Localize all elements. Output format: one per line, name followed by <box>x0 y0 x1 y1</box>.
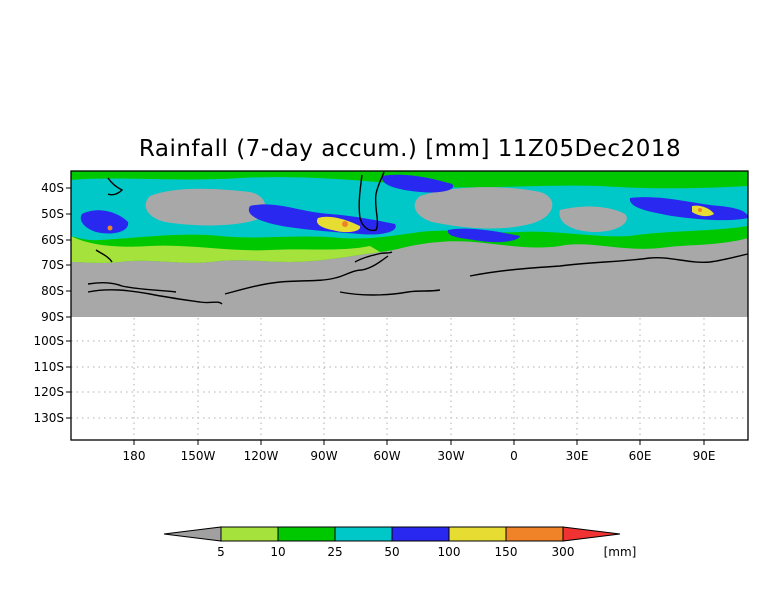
lon-label: 180 <box>123 449 146 463</box>
lon-label: 90E <box>693 449 716 463</box>
new-zealand-coast <box>107 177 124 196</box>
antarctica-land <box>71 254 748 317</box>
heavy-rain-south-atlantic <box>381 174 454 193</box>
extreme-rain-spot <box>342 221 348 227</box>
colorbar-label: 300 <box>552 545 575 559</box>
lat-label: 120S <box>33 385 64 399</box>
colorbar-label: 150 <box>495 545 518 559</box>
colorbar-swatch <box>391 526 450 542</box>
grid <box>71 318 748 440</box>
colorbar-swatch <box>448 526 507 542</box>
colorbar-label: 5 <box>217 545 225 559</box>
lon-label: 60E <box>629 449 652 463</box>
lat-label: 60S <box>41 233 64 247</box>
coast-west-frag <box>95 249 113 263</box>
lat-label: 100S <box>33 334 64 348</box>
lon-label: 90W <box>310 449 337 463</box>
coast-southwest <box>87 281 177 293</box>
lon-label: 60W <box>373 449 400 463</box>
rainfall-field <box>71 171 748 317</box>
dry-patch-indian <box>559 206 627 232</box>
colorbar-labels: 5 10 25 50 100 150 300 [mm] <box>217 545 636 559</box>
lon-label: 150W <box>181 449 216 463</box>
axis-ticks <box>66 187 705 445</box>
heavy-rain-indian <box>629 197 748 221</box>
lat-label: 130S <box>33 411 64 425</box>
map-title: Rainfall (7-day accum.) [mm] 11Z05Dec201… <box>138 136 682 162</box>
lat-label: 110S <box>33 360 64 374</box>
lon-label: 0 <box>510 449 518 463</box>
lat-label: 50S <box>41 207 64 221</box>
heavy-rain-central <box>447 228 520 243</box>
dry-patch-atlantic <box>414 187 553 229</box>
colorbar-swatch <box>334 526 393 542</box>
colorbar-swatch <box>505 526 564 542</box>
lon-label: 30W <box>437 449 464 463</box>
lon-label: 120W <box>244 449 279 463</box>
colorbar-unit: [mm] <box>604 545 637 559</box>
extreme-rain-spot <box>698 208 702 212</box>
coastlines <box>87 171 749 305</box>
lat-label: 90S <box>41 310 64 324</box>
colorbar-swatch <box>277 526 336 542</box>
south-america-coast <box>358 171 385 232</box>
latitude-labels: 40S 50S 60S 70S 80S 90S 100S 110S 120S 1… <box>33 181 64 425</box>
colorbar-swatch <box>562 526 621 542</box>
colorbar <box>163 526 621 542</box>
heavy-rain-west <box>80 210 129 234</box>
very-heavy-rain-yellow <box>316 216 361 233</box>
plot-frame <box>70 170 749 441</box>
colorbar-label: 10 <box>270 545 285 559</box>
colorbar-swatch <box>163 526 222 542</box>
lat-label: 70S <box>41 258 64 272</box>
extreme-rain-spot <box>107 225 113 231</box>
colorbar-label: 100 <box>438 545 461 559</box>
colorbar-swatch <box>220 526 279 542</box>
lat-label: 80S <box>41 284 64 298</box>
lon-label: 30E <box>566 449 589 463</box>
rain-band-fringe <box>71 236 380 263</box>
colorbar-label: 25 <box>327 545 342 559</box>
colorbar-label: 50 <box>384 545 399 559</box>
longitude-labels: 180 150W 120W 90W 60W 30W 0 30E 60E 90E <box>123 449 716 463</box>
dry-patch-pacific <box>145 188 266 226</box>
lat-label: 40S <box>41 181 64 195</box>
antarctic-peninsula <box>354 251 393 263</box>
antarctic-coastline <box>87 253 749 305</box>
very-heavy-rain-yellow-2 <box>692 205 714 217</box>
